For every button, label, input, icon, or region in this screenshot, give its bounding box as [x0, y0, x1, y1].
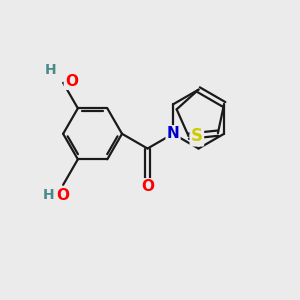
- Text: H: H: [45, 63, 57, 77]
- Text: N: N: [167, 126, 179, 141]
- Text: H: H: [43, 188, 54, 202]
- Text: O: O: [141, 179, 154, 194]
- Text: O: O: [65, 74, 78, 89]
- Text: S: S: [191, 127, 203, 145]
- Text: O: O: [57, 188, 70, 202]
